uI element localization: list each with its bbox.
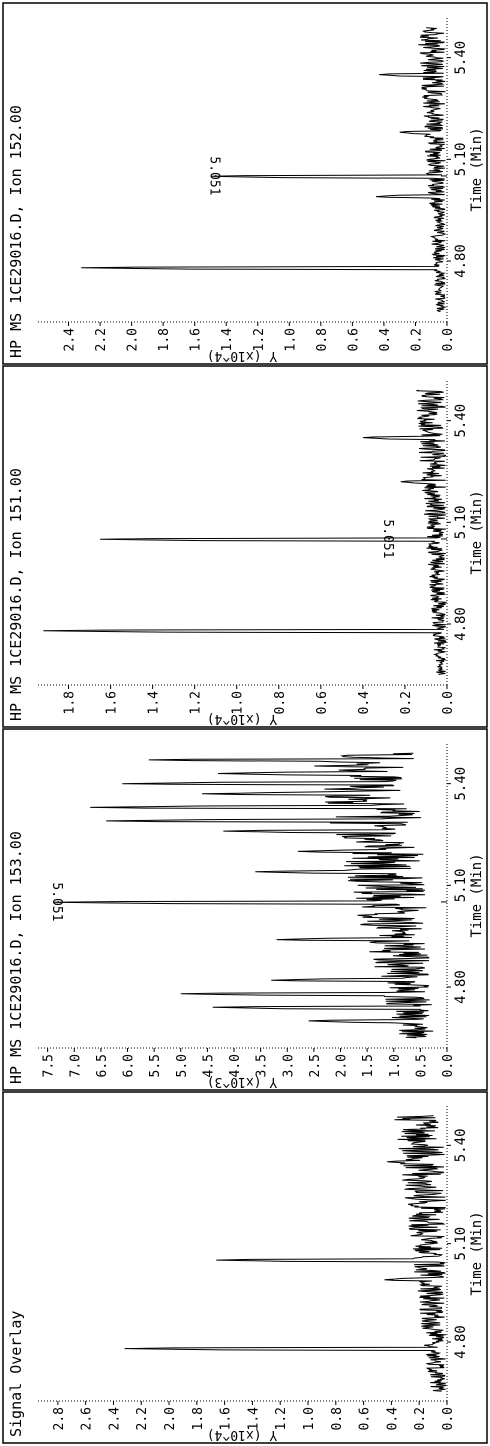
x-tick-label: 5.40	[453, 41, 469, 75]
chart-title: HP MS 1CE29016.D, Ion 152.00	[7, 105, 25, 358]
signal-trace	[43, 389, 448, 676]
y-tick-label: 0.6	[346, 328, 361, 351]
chart-panel-4: Signal Overlay 0.0 0.2 0.4 0.6 0.8 1.0 1.2 1.4 1.…	[2, 1091, 488, 1444]
y-tick-label: 0.8	[273, 691, 288, 714]
y-tick-label: 1.5	[361, 1054, 376, 1077]
y-tick-label: 6.5	[95, 1054, 110, 1077]
panel-frame	[2, 2, 488, 365]
y-tick-label: 0.2	[413, 1407, 428, 1430]
y-tick-label: 4.0	[228, 1054, 243, 1077]
x-axis-label: Time (Min)	[469, 490, 485, 574]
y-tick-label: 0.8	[330, 1407, 345, 1430]
y-tick-label: 0.6	[358, 1407, 373, 1430]
y-tick-label: 7.5	[42, 1054, 57, 1077]
signal-trace	[81, 26, 447, 313]
peak-annotation: 5.051	[49, 882, 64, 921]
x-tick-label: 5.40	[453, 1128, 469, 1162]
chart-title: Signal Overlay	[7, 1311, 25, 1437]
y-tick-label: 1.6	[189, 328, 204, 351]
panel-frame	[2, 365, 488, 728]
x-tick-label: 5.10	[453, 868, 469, 902]
y-axis-label: Y (x10^4)	[207, 711, 277, 726]
y-axis-label: Y (x10^4)	[207, 348, 277, 363]
y-tick-label: 0.0	[441, 1407, 456, 1430]
y-tick-label: 1.0	[231, 691, 246, 714]
x-tick-label: 5.40	[453, 404, 469, 438]
y-tick-label: 2.5	[308, 1054, 323, 1077]
y-axis-label: Y (x10^3)	[207, 1074, 277, 1089]
signal-trace	[124, 1115, 447, 1392]
y-tick-label: 0.8	[315, 328, 330, 351]
y-tick-label: 0.5	[414, 1054, 429, 1077]
peak-annotation: 5.051	[206, 156, 221, 195]
x-axis-label: Time (Min)	[469, 127, 485, 211]
chart-panel-3: HP MS 1CE29016.D, Ion 153.00 0.0 0.5 1.0 1.5…	[2, 728, 488, 1091]
y-tick-label: 1.4	[246, 1407, 261, 1431]
y-tick-label: 4.5	[201, 1054, 216, 1077]
y-tick-label: 7.0	[68, 1054, 83, 1077]
y-tick-label: 0.0	[441, 328, 456, 351]
y-tick-label: 2.6	[80, 1407, 95, 1430]
y-tick-label: 1.4	[147, 691, 162, 715]
y-tick-label: 5.0	[175, 1054, 190, 1077]
x-tick-label: 5.40	[453, 767, 469, 801]
chart-title: HP MS 1CE29016.D, Ion 151.00	[7, 468, 25, 721]
x-axis-label: Time (Min)	[469, 853, 485, 937]
signal-trace	[52, 752, 434, 1039]
y-tick-label: 1.2	[252, 328, 267, 351]
y-tick-label: 2.0	[335, 1054, 350, 1077]
y-axis-label: Y (x10^4)	[207, 1427, 277, 1442]
y-tick-label: 0.2	[409, 328, 424, 351]
panel-frame	[2, 728, 488, 1091]
y-tick-label: 1.6	[219, 1407, 234, 1430]
y-tick-label: 1.8	[157, 328, 172, 351]
x-tick-label: 5.10	[453, 505, 469, 539]
y-tick-label: 5.5	[148, 1054, 163, 1077]
y-tick-label: 2.4	[107, 1407, 122, 1431]
chart-title: HP MS 1CE29016.D, Ion 153.00	[7, 831, 25, 1084]
x-axis-label: Time (Min)	[469, 1211, 485, 1295]
y-tick-label: 2.2	[135, 1407, 150, 1430]
y-tick-label: 1.4	[220, 328, 235, 352]
peak-annotation: 5.051	[380, 519, 395, 558]
y-tick-label: 2.0	[163, 1407, 178, 1430]
y-tick-label: 1.0	[388, 1054, 403, 1077]
x-tick-label: 4.80	[453, 607, 469, 641]
x-tick-label: 4.80	[453, 244, 469, 278]
y-tick-label: 0.0	[441, 691, 456, 714]
x-tick-label: 5.10	[453, 1227, 469, 1261]
y-tick-label: 2.4	[63, 328, 78, 352]
y-tick-label: 2.2	[94, 328, 109, 351]
y-tick-label: 0.6	[315, 691, 330, 714]
y-tick-label: 1.0	[302, 1407, 317, 1430]
y-tick-label: 0.4	[378, 328, 393, 352]
y-tick-label: 3.5	[255, 1054, 270, 1077]
y-tick-label: 6.0	[122, 1054, 137, 1077]
y-tick-label: 0.4	[357, 691, 372, 715]
y-tick-label: 1.2	[274, 1407, 289, 1430]
y-tick-label: 1.6	[105, 691, 120, 714]
chart-panel-2: HP MS 1CE29016.D, Ion 151.00 0.0 0.2 0.4 0.6…	[2, 365, 488, 728]
x-tick-label: 4.80	[453, 1325, 469, 1359]
y-tick-label: 1.0	[283, 328, 298, 351]
x-tick-label: 5.10	[453, 142, 469, 176]
panel-frame	[2, 1091, 488, 1444]
y-tick-label: 1.2	[189, 691, 204, 714]
y-tick-label: 3.0	[281, 1054, 296, 1077]
y-tick-label: 2.0	[126, 328, 141, 351]
y-tick-label: 1.8	[63, 691, 78, 714]
y-tick-label: 1.8	[191, 1407, 206, 1430]
chart-panel-1: HP MS 1CE29016.D, Ion 152.00 0.0 0.2 0.4 0.6…	[2, 2, 488, 365]
y-tick-label: 0.2	[399, 691, 414, 714]
y-tick-label: 2.8	[52, 1407, 67, 1430]
x-tick-label: 4.80	[453, 970, 469, 1004]
y-tick-label: 0.0	[441, 1054, 456, 1077]
y-tick-label: 0.4	[385, 1407, 400, 1431]
